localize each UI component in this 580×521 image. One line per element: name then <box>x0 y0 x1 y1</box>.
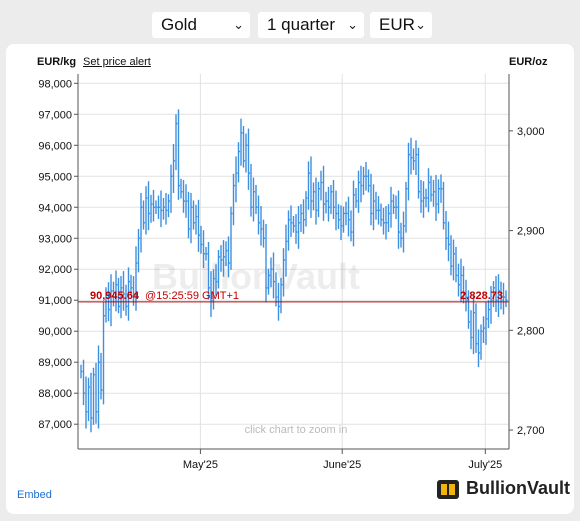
metal-select[interactable]: Gold ⌄ <box>152 12 250 38</box>
currency-select[interactable]: EUR ⌄ <box>370 12 432 38</box>
y-tick-label: 91,000 <box>38 295 72 307</box>
series-layer <box>80 109 508 433</box>
watermark: BullionVault <box>152 256 360 297</box>
y-tick-label: 98,000 <box>38 78 72 90</box>
metal-select-value: Gold <box>161 15 197 34</box>
y-right-tick-label: 2,800 <box>517 325 545 337</box>
price-chart[interactable]: BullionVault 90,945.64 @15:25:59 GMT+1 2,8… <box>6 44 574 474</box>
y-tick-label: 92,000 <box>38 264 72 276</box>
y-tick-label: 88,000 <box>38 388 72 400</box>
price-layer: 90,945.64 @15:25:59 GMT+1 2,828.73 <box>78 290 509 303</box>
selector-bar: Gold ⌄ 1 quarter ⌄ EUR ⌄ <box>0 10 580 40</box>
current-price-time-label: @15:25:59 GMT+1 <box>145 290 239 302</box>
y-tick-label: 93,000 <box>38 233 72 245</box>
right-unit-label: EUR/oz <box>509 56 548 68</box>
chart-card: EUR/kg Set price alert EUR/oz BullionVau… <box>6 44 574 514</box>
x-tick-label: July'25 <box>468 459 502 471</box>
y-tick-label: 87,000 <box>38 419 72 431</box>
tick-layer: 87,000 88,000 89,000 90,000 91,000 92,000 93,0… <box>38 78 544 471</box>
chevron-down-icon: ⌄ <box>347 17 358 32</box>
embed-link[interactable]: Embed <box>17 489 52 501</box>
y-tick-label: 95,000 <box>38 171 72 183</box>
x-tick-label: May'25 <box>183 459 218 471</box>
left-unit-label: EUR/kg <box>37 56 77 68</box>
y-tick-label: 94,000 <box>38 202 72 214</box>
y-right-tick-label: 2,900 <box>517 226 545 238</box>
y-tick-label: 97,000 <box>38 109 72 121</box>
chevron-down-icon: ⌄ <box>233 17 244 32</box>
y-tick-label: 96,000 <box>38 140 72 152</box>
current-price-right-label: 2,828.73 <box>460 290 503 302</box>
y-right-tick-label: 3,000 <box>517 126 545 138</box>
current-price-left-label: 90,945.64 <box>90 290 140 302</box>
y-tick-label: 90,000 <box>38 326 72 338</box>
currency-select-value: EUR <box>379 15 415 34</box>
zoom-hint: click chart to zoom in <box>245 424 348 436</box>
grid-layer <box>78 74 509 449</box>
set-price-alert-link[interactable]: Set price alert <box>83 56 151 68</box>
bullionvault-logo-icon <box>437 480 459 499</box>
x-tick-label: June'25 <box>323 459 361 471</box>
brand-name: BullionVault <box>466 478 571 498</box>
y-tick-label: 89,000 <box>38 357 72 369</box>
chevron-down-icon: ⌄ <box>415 17 426 32</box>
period-select-value: 1 quarter <box>267 15 336 34</box>
y-right-tick-label: 2,700 <box>517 425 545 437</box>
period-select[interactable]: 1 quarter ⌄ <box>258 12 364 38</box>
